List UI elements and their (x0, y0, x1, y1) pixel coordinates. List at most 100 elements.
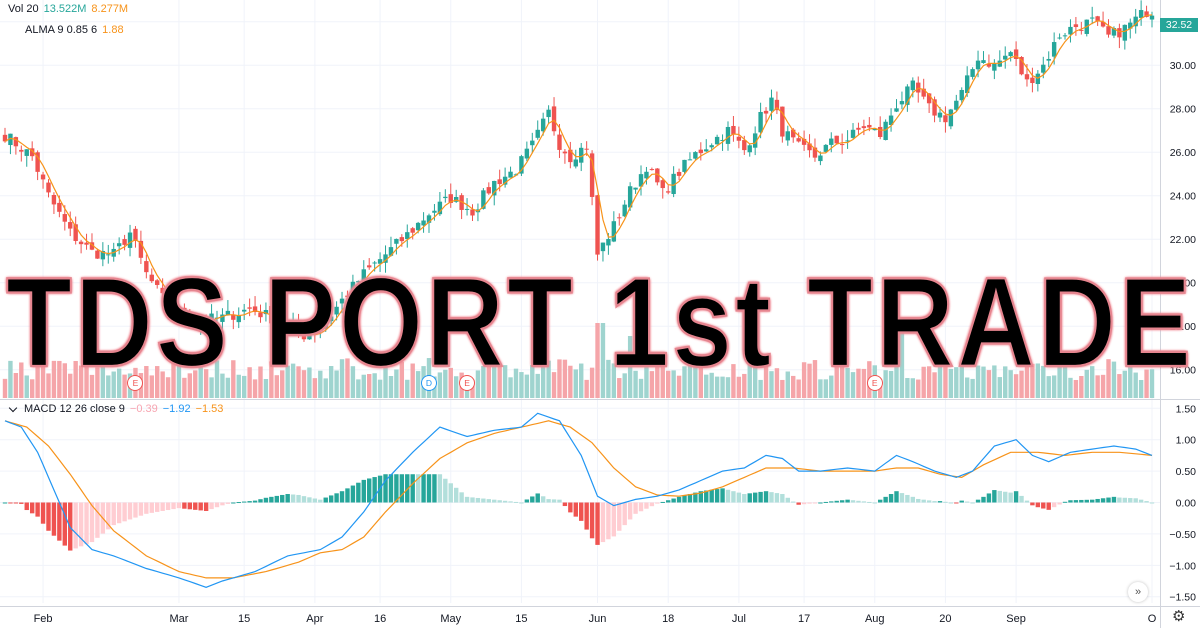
volume-bar (861, 368, 867, 398)
candle-body (73, 224, 78, 241)
candle-body (252, 306, 258, 313)
histogram-bar (106, 502, 111, 530)
volume-bar (508, 377, 513, 398)
scroll-to-realtime-button[interactable]: » (1128, 582, 1148, 602)
candle-body (888, 115, 894, 126)
candle-body (693, 152, 698, 159)
histogram-bar (258, 499, 263, 503)
macd-tick-label: 0.50 (1176, 466, 1197, 478)
candle-body (35, 152, 40, 172)
volume-bar (383, 363, 388, 398)
candle-body (731, 125, 736, 135)
histogram-bar (1111, 496, 1117, 503)
candle-body (557, 134, 562, 150)
candle-body (839, 144, 845, 146)
volume-bar (339, 359, 345, 398)
dividend-marker[interactable]: D (421, 375, 437, 391)
histogram-bar (568, 502, 573, 513)
gear-icon[interactable]: ⚙ (1172, 608, 1186, 625)
histogram-bar (475, 497, 481, 503)
candle-body (492, 180, 497, 196)
histogram-bar (649, 502, 655, 507)
histogram-bar (606, 502, 611, 540)
volume-bar (617, 378, 622, 398)
volume-bar (720, 376, 725, 398)
candle-body (676, 171, 682, 176)
candle-body (883, 121, 888, 140)
earnings-marker[interactable]: E (459, 375, 476, 391)
histogram-bar (1138, 499, 1144, 503)
candle-body (834, 135, 839, 144)
candle-body (241, 309, 247, 312)
histogram-bar (1149, 502, 1155, 504)
candle-body (600, 242, 606, 252)
candle-body (426, 215, 432, 223)
candle-body (807, 143, 812, 151)
histogram-bar (665, 500, 671, 503)
histogram-bar (334, 493, 339, 503)
histogram-bar (595, 502, 600, 545)
candle-body (932, 99, 937, 116)
volume-bar (40, 362, 46, 398)
volume-bar (182, 377, 187, 398)
volume-bar (524, 374, 530, 398)
candle-body (138, 240, 144, 258)
volume-bar (997, 377, 1002, 398)
candle-body (954, 100, 959, 110)
candle-body (388, 247, 394, 256)
volume-bar (1062, 360, 1068, 398)
histogram-bar (671, 498, 676, 503)
candle-body (8, 133, 13, 146)
volume-bar (1008, 370, 1013, 398)
price-tick-label: 26.00 (1170, 147, 1196, 159)
candle-body (877, 126, 883, 137)
histogram-bar (742, 494, 747, 503)
candle-body (57, 202, 62, 212)
histogram-bar (176, 502, 182, 509)
candle-body (122, 239, 127, 245)
candle-body (225, 310, 231, 316)
candle-body (856, 127, 861, 130)
volume-bar (910, 378, 916, 398)
earnings-marker[interactable]: E (866, 375, 883, 391)
volume-bar (1003, 366, 1008, 398)
histogram-bar (698, 491, 704, 503)
histogram-bar (818, 502, 823, 504)
histogram-bar (508, 501, 513, 503)
collapse-chevron-icon[interactable] (8, 404, 19, 415)
volume-bar (13, 372, 19, 398)
candle-body (540, 118, 546, 132)
candle-body (339, 298, 345, 304)
histogram-bar (850, 500, 856, 503)
candle-body (274, 320, 280, 322)
histogram-bar (954, 502, 959, 504)
candle-body (193, 319, 198, 325)
volume-bar (280, 370, 285, 398)
candle-body (443, 196, 448, 199)
volume-bar (774, 368, 780, 398)
volume-bar (763, 365, 769, 398)
histogram-bar (1100, 498, 1106, 503)
volume-bar (1057, 361, 1062, 398)
volume-bar (443, 369, 448, 398)
candle-body (910, 80, 916, 91)
histogram-bar (193, 502, 198, 510)
candle-body (1111, 28, 1117, 36)
histogram-bar (1019, 495, 1024, 503)
volume-bar (1144, 369, 1149, 398)
candle-body (1051, 42, 1057, 57)
earnings-marker[interactable]: E (127, 375, 144, 391)
candle-body (89, 242, 95, 250)
candle-body (258, 312, 263, 318)
time-tick-label: 17 (798, 613, 810, 625)
candle-body (986, 64, 992, 67)
candle-body (448, 194, 453, 203)
candle-body (497, 179, 502, 185)
volume-legend: Vol 20 13.522M 8.277M (8, 3, 128, 15)
histogram-bar (633, 502, 638, 514)
histogram-bar (1051, 502, 1057, 508)
histogram-bar (182, 502, 187, 509)
volume-bar (791, 375, 796, 398)
candle-body (1095, 16, 1100, 22)
